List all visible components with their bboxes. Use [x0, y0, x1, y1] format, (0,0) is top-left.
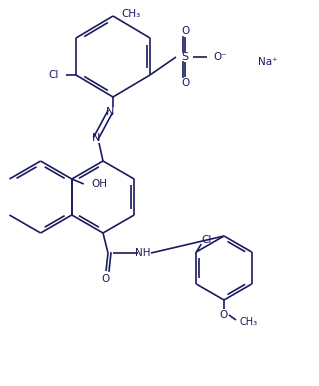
Text: O: O [181, 78, 189, 88]
Text: O: O [181, 26, 189, 36]
Text: N: N [92, 133, 100, 143]
Text: NH: NH [135, 248, 151, 258]
Text: N: N [106, 107, 114, 117]
Text: Na⁺: Na⁺ [258, 57, 278, 67]
Text: OH: OH [92, 179, 108, 189]
Text: S: S [182, 52, 189, 62]
Text: O⁻: O⁻ [213, 52, 227, 62]
Text: CH₃: CH₃ [121, 9, 140, 19]
Text: O: O [220, 310, 228, 320]
Text: CH₃: CH₃ [239, 317, 257, 327]
Text: O: O [102, 274, 110, 284]
Text: Cl: Cl [49, 70, 59, 80]
Text: Cl: Cl [201, 235, 212, 245]
